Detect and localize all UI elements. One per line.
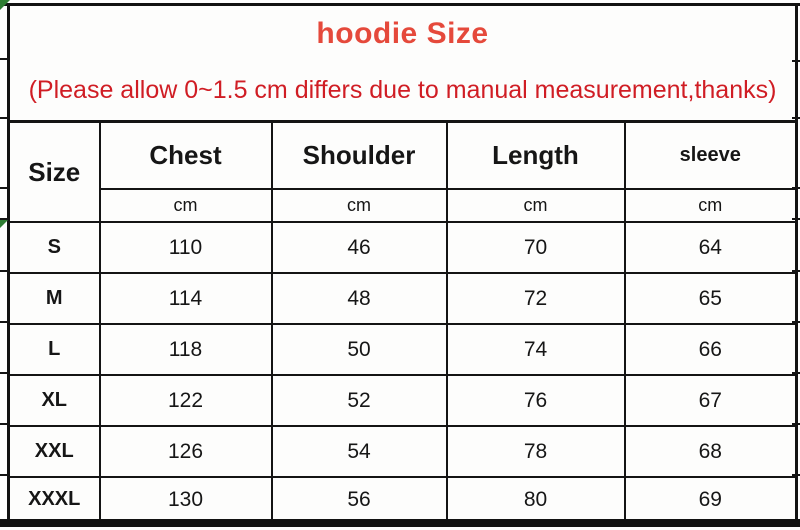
gridline-stub bbox=[0, 218, 8, 220]
sleeve-value: 64 bbox=[623, 221, 798, 274]
gridline-stub bbox=[0, 321, 8, 323]
gridline-stub bbox=[792, 321, 800, 323]
gridline-stub bbox=[0, 372, 8, 374]
shoulder-value: 46 bbox=[270, 221, 448, 274]
table-row-m: M 114 48 72 65 bbox=[7, 272, 798, 325]
gridline-stub bbox=[792, 218, 800, 220]
unit-cell-length: cm bbox=[445, 188, 626, 223]
chest-value: 126 bbox=[98, 425, 273, 478]
header-cell-chest: Chest bbox=[98, 120, 273, 190]
unit-cell-shoulder: cm bbox=[270, 188, 448, 223]
gridline-stub bbox=[0, 187, 8, 189]
table-row-l: L 118 50 74 66 bbox=[7, 323, 798, 376]
outer-bottom-border bbox=[0, 519, 800, 527]
shoulder-value: 48 bbox=[270, 272, 448, 325]
chest-value: 110 bbox=[98, 221, 273, 274]
length-value: 72 bbox=[445, 272, 626, 325]
length-value: 76 bbox=[445, 374, 626, 427]
gridline-stub bbox=[792, 60, 800, 62]
chest-value: 114 bbox=[98, 272, 273, 325]
shoulder-value: 52 bbox=[270, 374, 448, 427]
gridline-stub bbox=[0, 423, 8, 425]
gridline-stub bbox=[0, 474, 8, 476]
sleeve-value: 68 bbox=[623, 425, 798, 478]
unit-cell-sleeve: cm bbox=[623, 188, 798, 223]
gridline-stub bbox=[792, 270, 800, 272]
green-corner-marker-icon bbox=[0, 220, 8, 228]
chest-value: 130 bbox=[98, 476, 273, 525]
size-label: M bbox=[7, 272, 101, 325]
header-cell-length: Length bbox=[445, 120, 626, 190]
table-row-xl: XL 122 52 76 67 bbox=[7, 374, 798, 427]
table-row-xxxl: XXXL 130 56 80 69 bbox=[7, 476, 798, 525]
size-label: XXL bbox=[7, 425, 101, 478]
gridline-stub bbox=[792, 372, 800, 374]
shoulder-value: 50 bbox=[270, 323, 448, 376]
table-row-s: S 110 46 70 64 bbox=[7, 221, 798, 274]
unit-cell-chest: cm bbox=[98, 188, 273, 223]
sleeve-value: 65 bbox=[623, 272, 798, 325]
sleeve-value: 69 bbox=[623, 476, 798, 525]
sleeve-value: 67 bbox=[623, 374, 798, 427]
chest-value: 122 bbox=[98, 374, 273, 427]
header-cell-sleeve: sleeve bbox=[623, 120, 798, 190]
gridline-stub bbox=[0, 58, 8, 60]
size-label: XXXL bbox=[7, 476, 101, 525]
header-cell-shoulder: Shoulder bbox=[270, 120, 448, 190]
shoulder-value: 56 bbox=[270, 476, 448, 525]
size-label: L bbox=[7, 323, 101, 376]
gridline-stub bbox=[792, 117, 800, 119]
size-label: S bbox=[7, 221, 101, 274]
gridline-stub bbox=[792, 474, 800, 476]
gridline-stub bbox=[0, 270, 8, 272]
table-row-xxl: XXL 126 54 78 68 bbox=[7, 425, 798, 478]
measurement-note: (Please allow 0~1.5 cm differs due to ma… bbox=[7, 61, 798, 123]
length-value: 80 bbox=[445, 476, 626, 525]
gridline-stub bbox=[792, 423, 800, 425]
sleeve-value: 66 bbox=[623, 323, 798, 376]
header-row: Size Chest Shoulder Length sleeve bbox=[7, 120, 798, 223]
gridline-stub bbox=[0, 117, 8, 119]
length-value: 74 bbox=[445, 323, 626, 376]
gridline-stub bbox=[792, 187, 800, 189]
chest-value: 118 bbox=[98, 323, 273, 376]
size-label: XL bbox=[7, 374, 101, 427]
length-value: 70 bbox=[445, 221, 626, 274]
shoulder-value: 54 bbox=[270, 425, 448, 478]
header-cell-size: Size bbox=[7, 120, 101, 223]
subtitle-row: (Please allow 0~1.5 cm differs due to ma… bbox=[7, 61, 798, 123]
length-value: 78 bbox=[445, 425, 626, 478]
title-row: hoodie Size bbox=[7, 3, 798, 61]
green-corner-marker-icon bbox=[0, 0, 10, 10]
page-title: hoodie Size bbox=[7, 3, 798, 61]
size-chart-table: hoodie Size (Please allow 0~1.5 cm diffe… bbox=[7, 3, 799, 527]
unit-row: cm cm cm cm bbox=[9, 188, 798, 223]
